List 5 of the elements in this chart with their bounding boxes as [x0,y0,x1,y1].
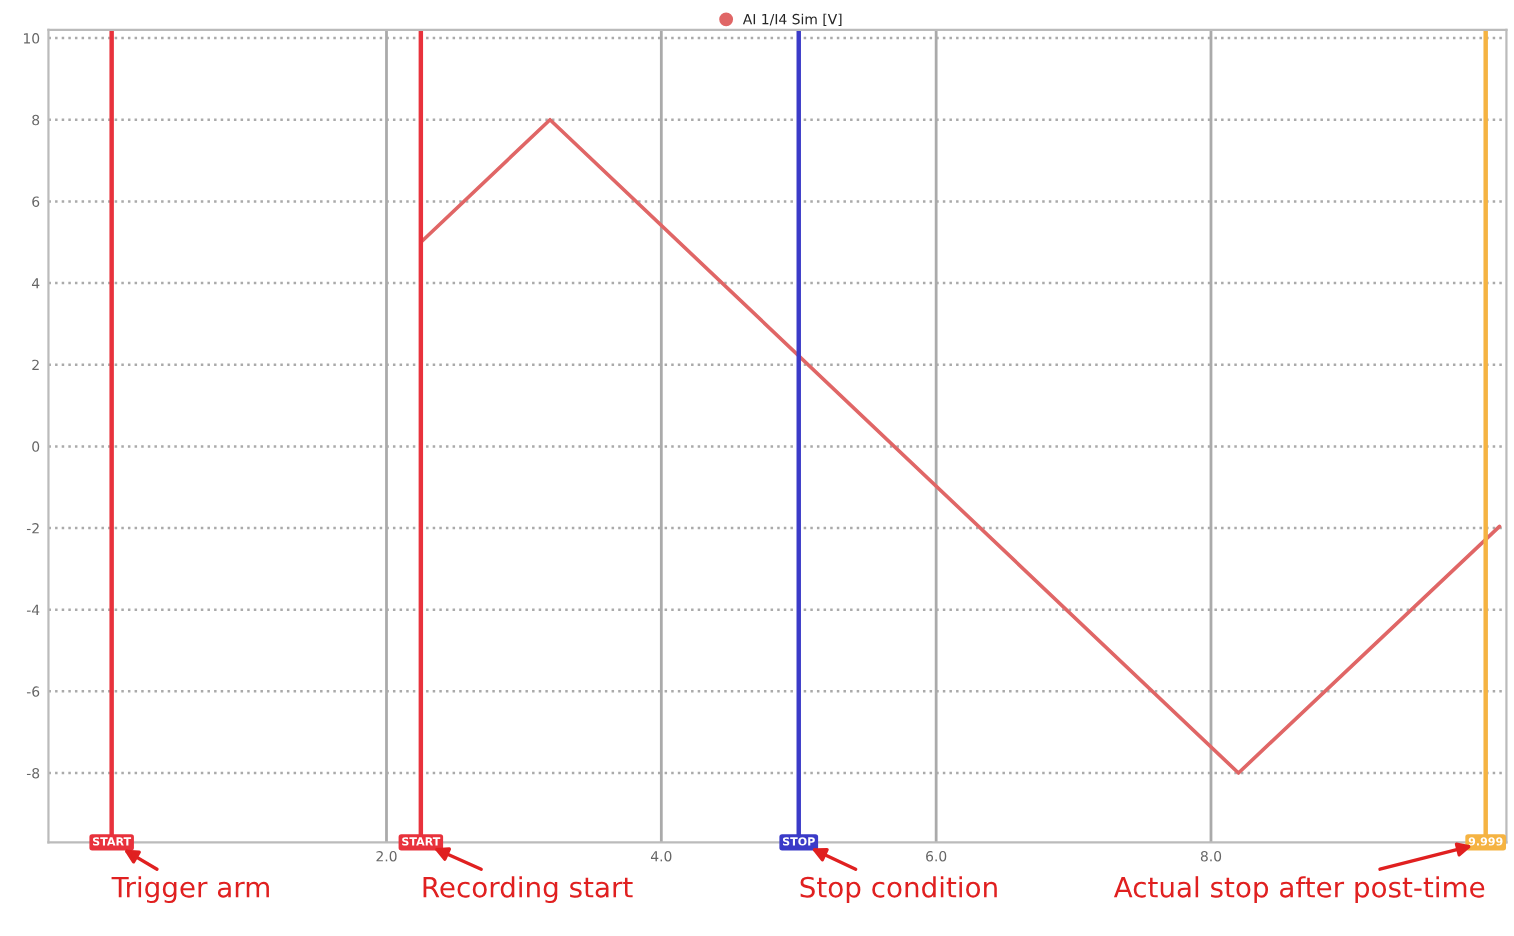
annotation: Recording start [423,876,633,904]
annotation: Actual stop after post-time [1113,876,1485,904]
annotation: Stop condition [800,876,997,904]
line-series [419,117,1502,775]
annotation: Trigger arm [111,876,269,904]
